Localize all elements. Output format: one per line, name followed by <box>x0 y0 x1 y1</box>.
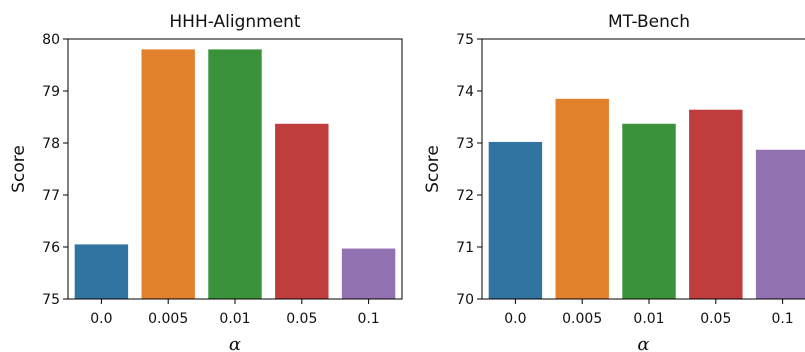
mt-bench-chart: 70 71 72 73 74 75 0.0 0.005 0.01 0.05 0.1 MT-Bench α… <box>423 12 805 352</box>
x-tick-label: 0.05 <box>700 311 731 327</box>
y-tick-label: 74 <box>456 84 474 100</box>
y-tick-label: 72 <box>456 188 474 204</box>
y-tick-label: 77 <box>42 188 60 204</box>
y-tick-label: 70 <box>456 292 474 308</box>
bar-hhh-2 <box>208 49 262 300</box>
x-tick-label: 0.01 <box>633 311 664 327</box>
y-tick-label: 80 <box>42 32 60 48</box>
bar-hhh-3 <box>275 123 329 299</box>
bar-mtbench-3 <box>689 109 743 299</box>
chart-title: HHH-Alignment <box>169 12 301 32</box>
y-axis-label: Score <box>9 145 29 193</box>
y-tick-label: 75 <box>42 292 60 308</box>
bar-mtbench-2 <box>622 123 676 299</box>
x-tick-label: 0.1 <box>771 311 793 327</box>
bar-hhh-0 <box>74 244 129 299</box>
y-tick-label: 76 <box>42 240 60 256</box>
y-tick-label: 78 <box>42 136 60 152</box>
x-tick-label: 0.01 <box>219 311 250 327</box>
hhh-alignment-chart: 75 76 77 78 79 80 0.0 0.005 0.01 0.05 0.1 HHH-Align… <box>9 12 403 352</box>
bar-mtbench-4 <box>755 149 805 299</box>
x-axis-label: α <box>229 334 241 352</box>
y-tick-label: 71 <box>456 240 474 256</box>
chart-title: MT-Bench <box>608 12 690 32</box>
x-axis-label: α <box>637 334 649 352</box>
y-axis-label: Score <box>423 145 443 193</box>
bar-hhh-1 <box>141 49 195 300</box>
y-tick-label: 75 <box>456 32 474 48</box>
x-tick-label: 0.1 <box>357 311 379 327</box>
bar-mtbench-0 <box>488 141 543 299</box>
x-tick-label: 0.005 <box>148 311 188 327</box>
x-tick-label: 0.0 <box>90 311 112 327</box>
x-tick-label: 0.005 <box>562 311 602 327</box>
y-tick-label: 73 <box>456 136 474 152</box>
bar-mtbench-1 <box>555 98 609 299</box>
bar-hhh-4 <box>341 248 396 299</box>
x-tick-label: 0.05 <box>286 311 317 327</box>
x-tick-label: 0.0 <box>504 311 526 327</box>
y-tick-label: 79 <box>42 84 60 100</box>
